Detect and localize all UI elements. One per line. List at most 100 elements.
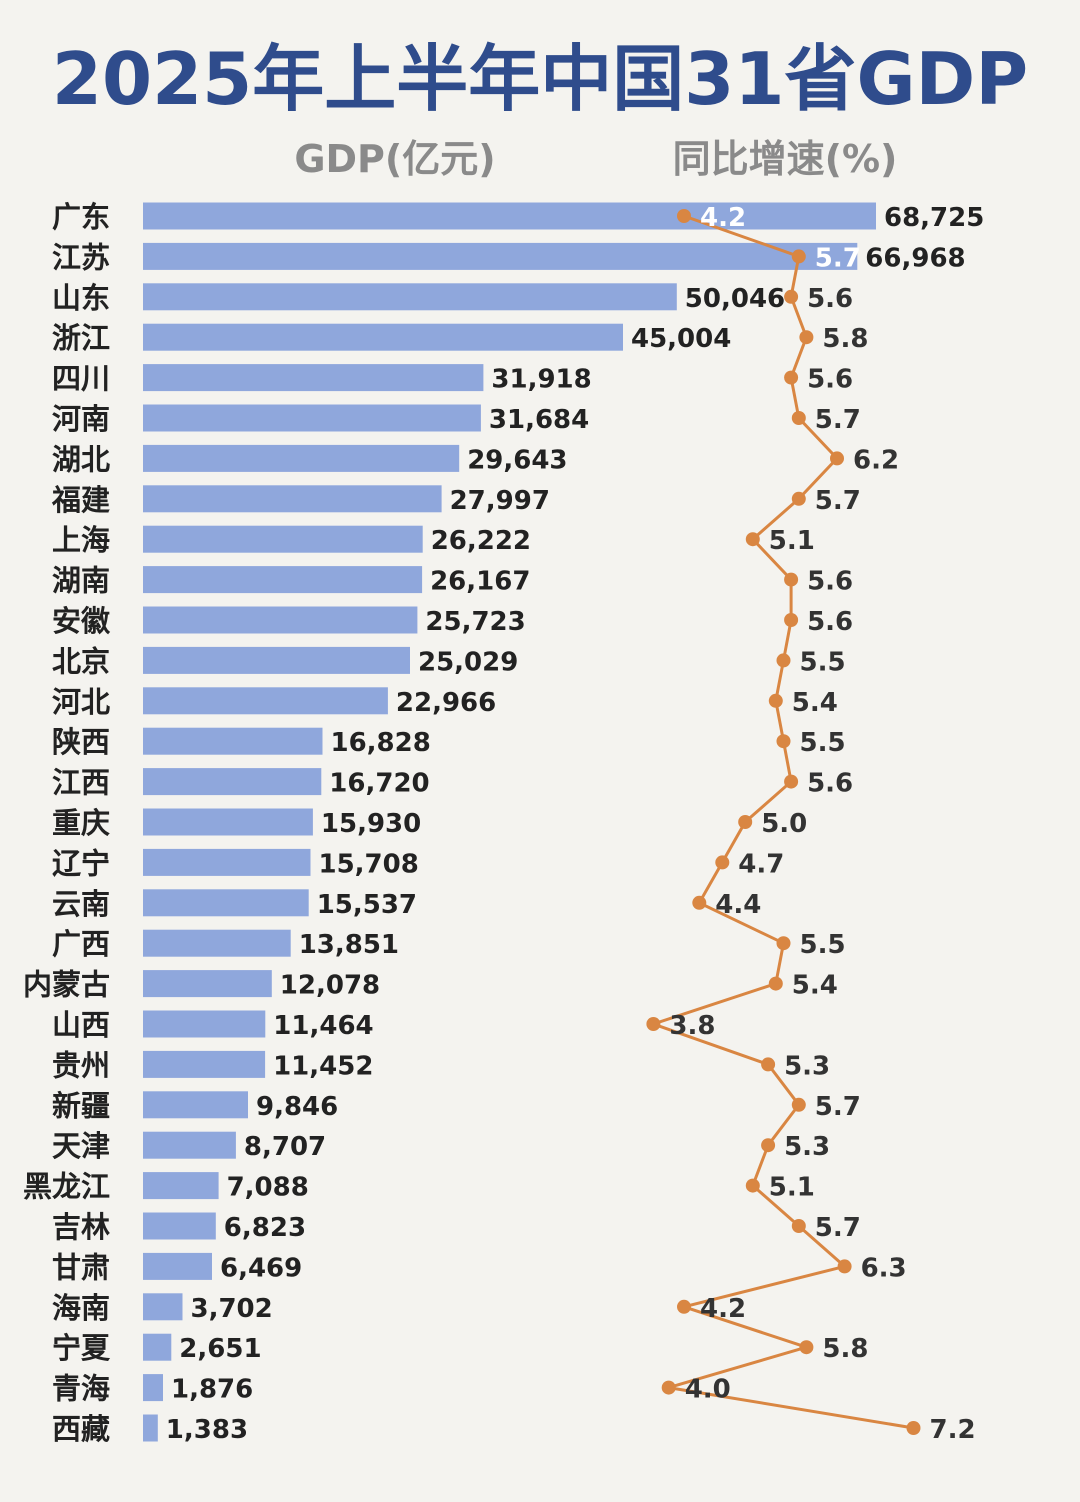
gdp-value-label: 27,997 (450, 486, 550, 516)
growth-value-label: 5.1 (769, 1173, 815, 1203)
gdp-value-label: 15,930 (321, 809, 421, 839)
growth-value-label: 5.4 (792, 688, 838, 718)
gdp-bar (143, 1212, 216, 1240)
gdp-bar (143, 444, 460, 472)
growth-point (791, 411, 806, 425)
growth-point (791, 1219, 806, 1233)
gdp-bar (143, 1010, 266, 1038)
growth-point (761, 1057, 776, 1072)
growth-point (692, 895, 707, 910)
category-label: 安徽 (52, 604, 111, 638)
growth-value-label: 5.6 (807, 607, 853, 637)
gdp-bar (143, 525, 423, 553)
gdp-bar (143, 646, 410, 674)
gdp-bar (143, 1414, 158, 1442)
gdp-bar (143, 202, 876, 230)
category-label: 江苏 (52, 240, 110, 274)
category-label: 云南 (52, 887, 110, 921)
growth-value-label: 5.7 (815, 243, 861, 273)
growth-point (646, 1017, 661, 1031)
gdp-bar (143, 1131, 236, 1159)
gdp-value-label: 31,684 (489, 405, 589, 435)
growth-value-label: 5.1 (769, 526, 815, 556)
category-label: 福建 (51, 483, 110, 517)
category-label: 湖南 (52, 564, 110, 598)
growth-point (738, 815, 753, 829)
gdp-value-label: 68,725 (884, 203, 984, 233)
growth-point (745, 1178, 760, 1193)
growth-value-label: 5.3 (784, 1051, 830, 1081)
growth-value-label: 5.7 (815, 1092, 861, 1122)
gdp-bar (143, 283, 677, 311)
gdp-value-label: 22,966 (396, 688, 496, 718)
gdp-value-label: 1,876 (171, 1375, 253, 1405)
gdp-bar (143, 242, 858, 270)
gdp-value-label: 25,029 (418, 647, 518, 677)
growth-value-label: 5.0 (761, 809, 807, 839)
category-label: 陕西 (52, 725, 110, 759)
category-label: 江西 (52, 766, 110, 800)
category-label: 辽宁 (52, 846, 110, 880)
gdp-value-label: 8,707 (244, 1132, 326, 1162)
growth-value-label: 4.0 (685, 1375, 731, 1405)
gdp-bar (143, 485, 442, 513)
category-label: 上海 (52, 523, 110, 557)
gdp-bar (143, 808, 313, 836)
growth-value-label: 5.7 (815, 405, 861, 435)
bar-series-header: GDP(亿元) (294, 137, 495, 181)
growth-point (837, 1259, 852, 1274)
category-label: 浙江 (52, 321, 110, 355)
category-label: 四川 (52, 362, 110, 396)
gdp-bar (143, 404, 481, 432)
growth-value-label: 5.6 (807, 567, 853, 597)
category-label: 山东 (52, 281, 110, 315)
growth-value-label: 5.4 (792, 971, 838, 1001)
growth-value-label: 5.6 (807, 365, 853, 395)
gdp-value-label: 31,918 (491, 365, 591, 395)
gdp-value-label: 7,088 (227, 1173, 309, 1203)
gdp-bar (143, 1293, 183, 1321)
gdp-value-label: 6,469 (220, 1253, 302, 1283)
gdp-bar (143, 1252, 212, 1280)
category-label: 甘肃 (52, 1250, 110, 1284)
growth-point (830, 451, 844, 466)
gdp-bar (143, 1333, 172, 1361)
growth-point (715, 855, 730, 870)
gdp-value-label: 2,651 (179, 1334, 261, 1364)
category-label: 青海 (52, 1372, 110, 1406)
growth-point (745, 532, 760, 547)
growth-value-label: 5.8 (822, 1334, 868, 1364)
gdp-value-label: 12,078 (280, 971, 380, 1001)
category-label: 重庆 (52, 806, 110, 840)
growth-point (791, 249, 806, 264)
gdp-bar (143, 606, 418, 634)
category-label: 内蒙古 (23, 968, 110, 1002)
category-label: 西藏 (52, 1412, 110, 1446)
category-label: 海南 (52, 1291, 110, 1325)
growth-point (776, 936, 791, 951)
chart-title: 2025年上半年中国31省GDP (52, 37, 1028, 121)
growth-point (791, 1097, 806, 1112)
growth-value-label: 5.5 (800, 930, 846, 960)
growth-point (906, 1421, 921, 1435)
gdp-bar (143, 1172, 219, 1200)
gdp-value-label: 3,702 (191, 1294, 273, 1324)
growth-value-label: 5.6 (807, 284, 853, 314)
gdp-value-label: 9,846 (256, 1092, 338, 1122)
category-label: 北京 (52, 644, 110, 678)
gdp-value-label: 26,222 (431, 526, 531, 556)
gdp-value-label: 16,828 (331, 728, 431, 758)
growth-point (677, 1299, 691, 1314)
category-label: 黑龙江 (23, 1170, 110, 1204)
growth-value-label: 3.8 (669, 1011, 715, 1041)
gdp-value-label: 13,851 (299, 930, 399, 960)
growth-point (661, 1380, 676, 1395)
growth-point (776, 734, 791, 749)
gdp-bar (143, 687, 388, 715)
category-label: 贵州 (52, 1048, 110, 1082)
growth-value-label: 6.2 (853, 445, 899, 475)
category-label: 新疆 (52, 1089, 110, 1123)
gdp-bar (143, 848, 311, 876)
category-label: 吉林 (52, 1210, 110, 1244)
category-label: 天津 (52, 1129, 110, 1163)
